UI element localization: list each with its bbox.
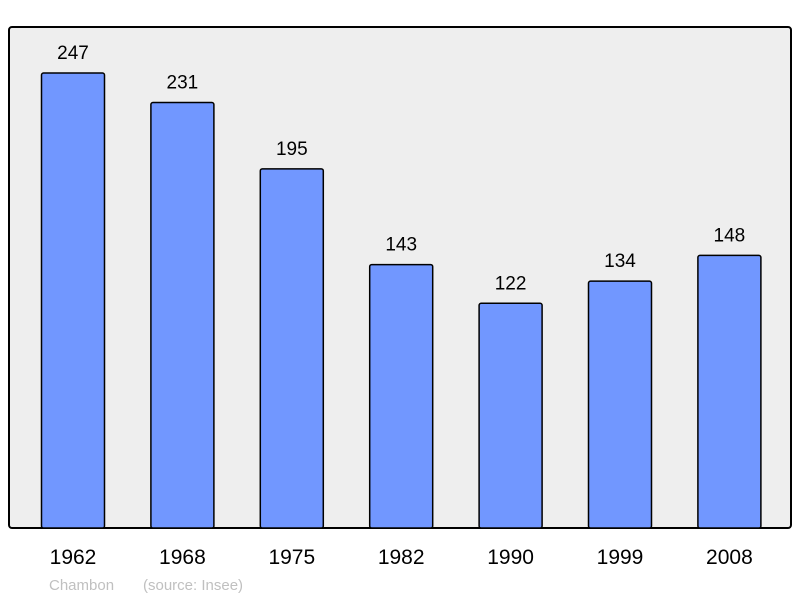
bar-1962 [40, 72, 106, 529]
x-tick-label: 1999 [597, 546, 644, 569]
x-tick-label: 2008 [706, 546, 753, 569]
bar-1968 [150, 101, 215, 529]
bar-1990 [478, 302, 543, 529]
data-label-1990: 122 [495, 273, 527, 294]
footer-place: Chambon [49, 577, 114, 594]
bar-1982 [368, 263, 434, 529]
data-label-1962: 247 [57, 43, 89, 64]
data-label-2008: 148 [714, 225, 746, 246]
x-tick-label: 1968 [159, 546, 206, 569]
footer-source: (source: Insee) [143, 577, 243, 594]
bar-2008 [697, 254, 762, 529]
data-label-1982: 143 [385, 235, 417, 256]
bar-1999 [587, 280, 653, 529]
data-label-1968: 231 [167, 73, 199, 94]
data-label-1999: 134 [604, 251, 636, 272]
x-tick-label: 1982 [378, 546, 425, 569]
x-tick-label: 1962 [50, 546, 97, 569]
x-tick-label: 1990 [487, 546, 534, 569]
x-tick-label: 1975 [268, 546, 315, 569]
bar-1975 [259, 168, 325, 529]
data-label-1975: 195 [276, 139, 308, 160]
